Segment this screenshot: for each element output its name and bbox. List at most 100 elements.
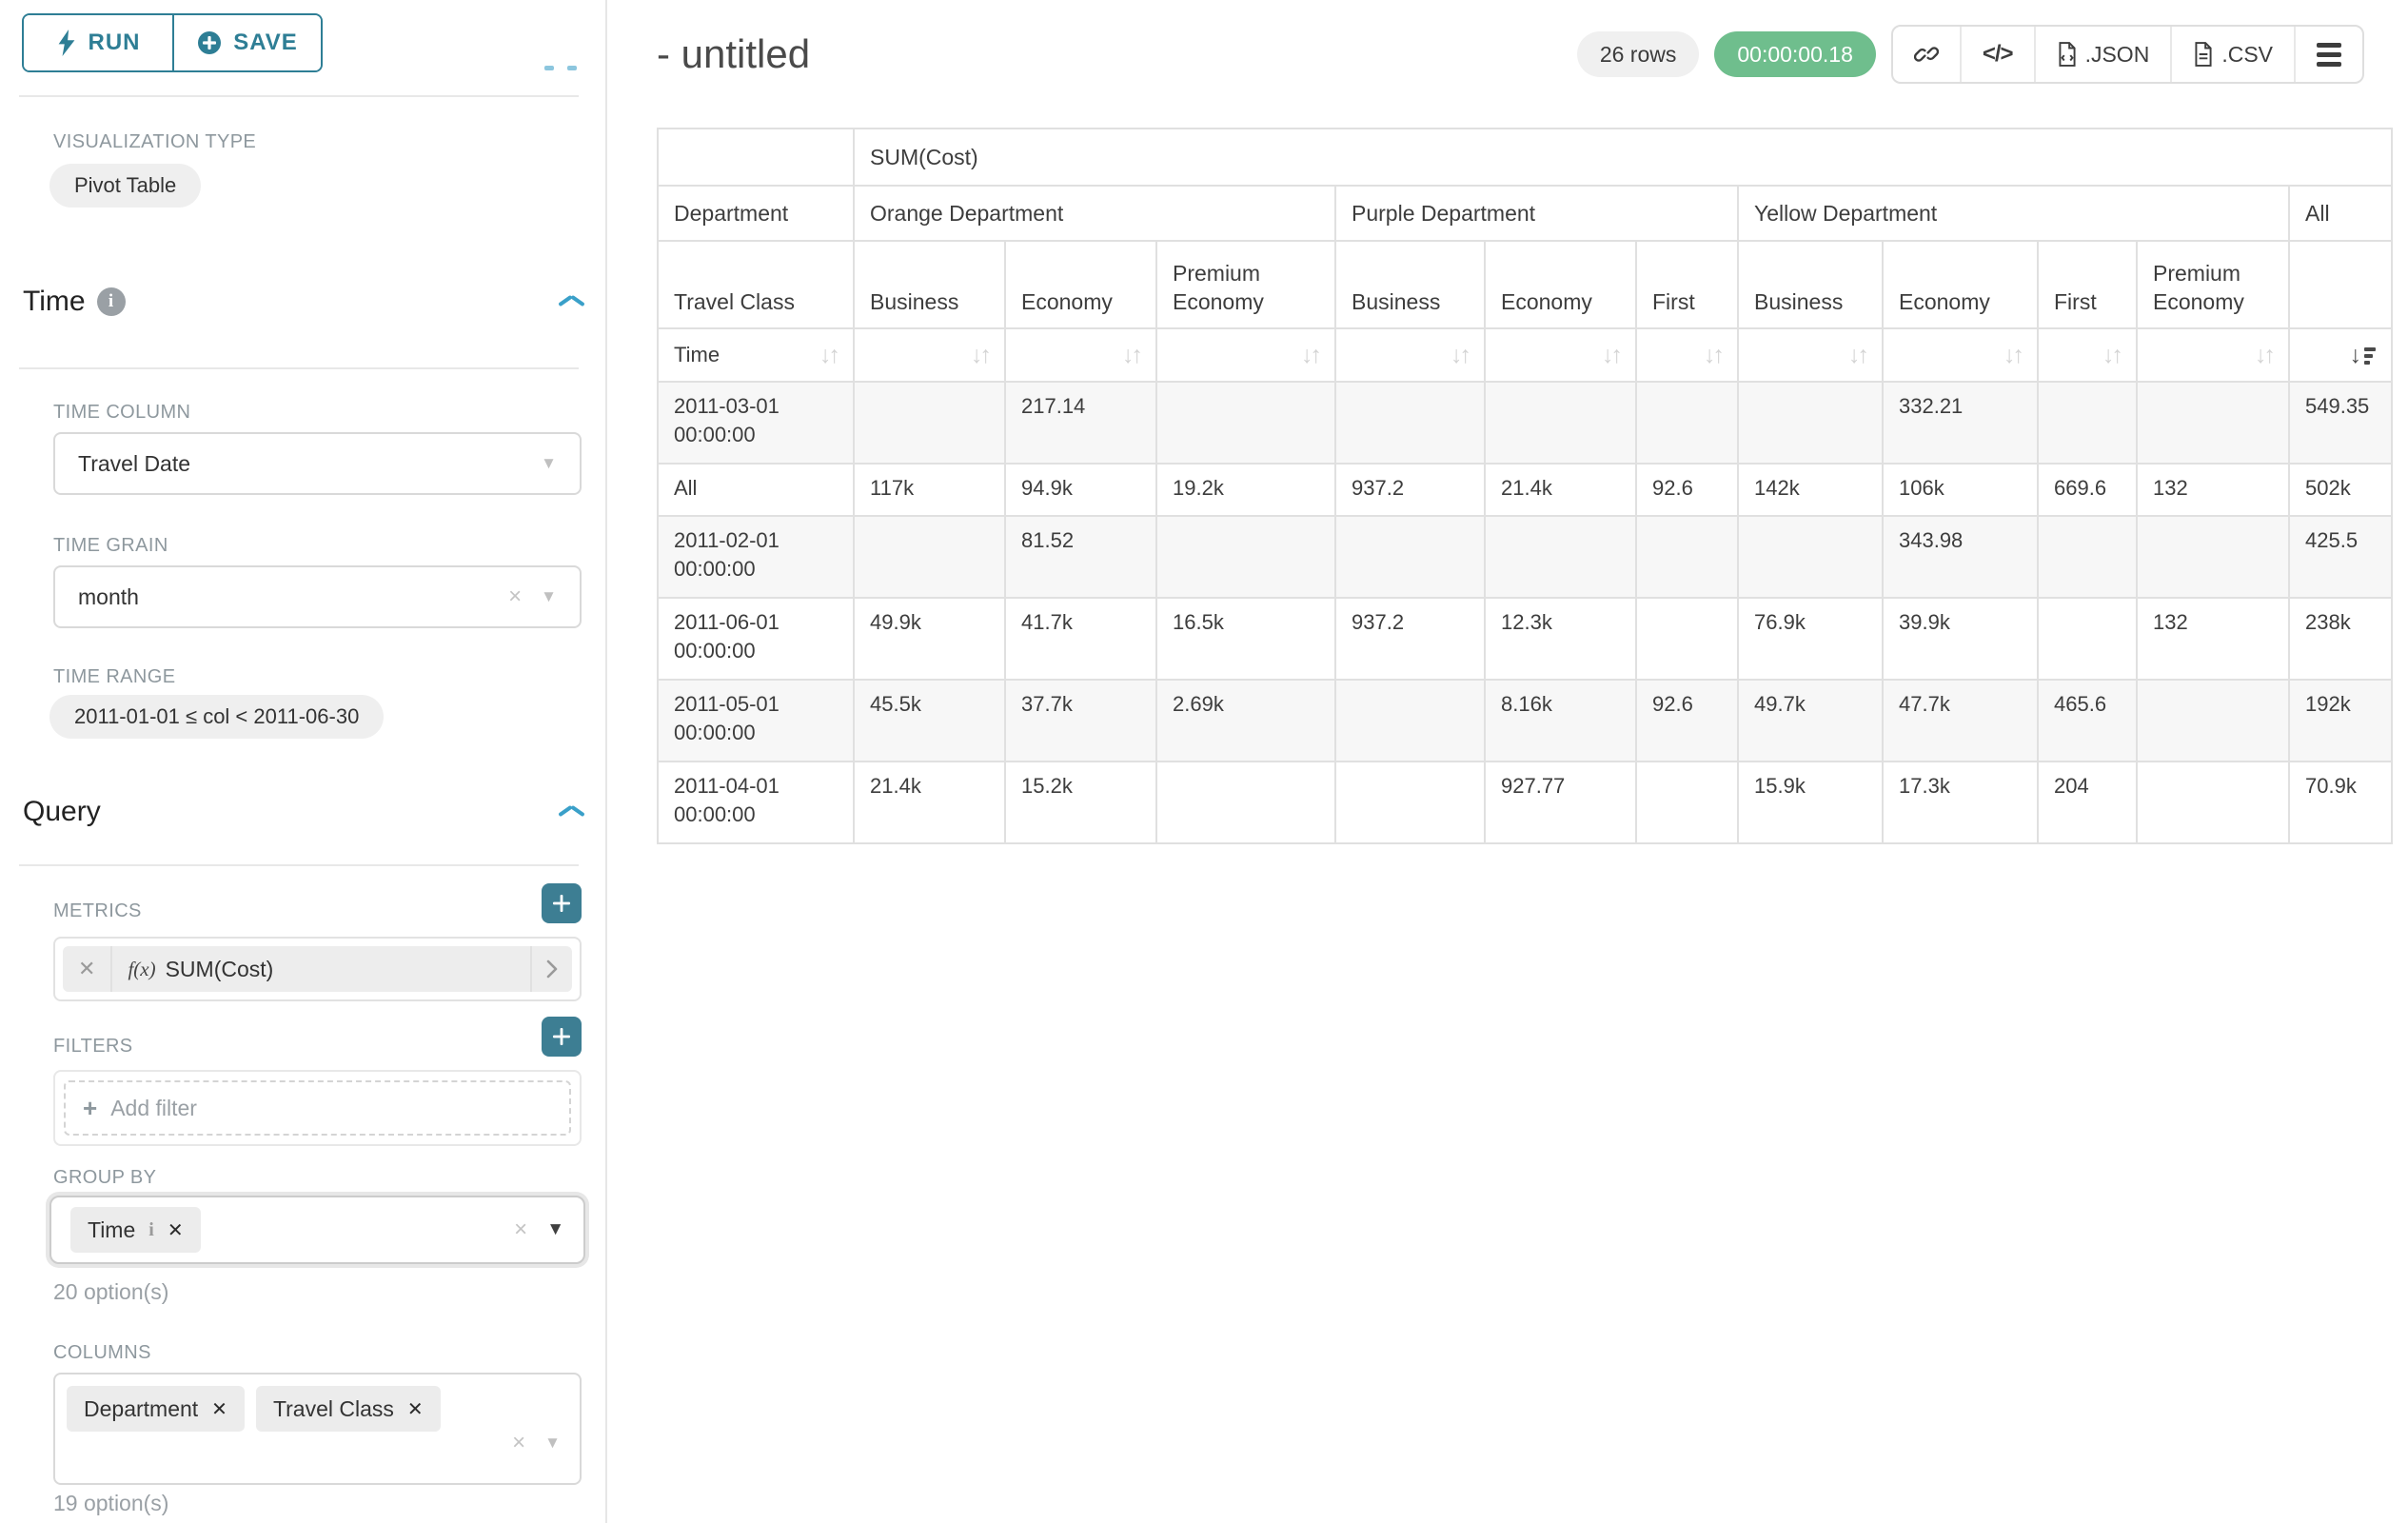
remove-pill-icon[interactable]: ✕ [167, 1219, 184, 1241]
plus-circle-icon [198, 31, 222, 54]
more-menu-button[interactable] [2294, 27, 2362, 82]
sort-header-cell[interactable]: ↓ [2290, 329, 2392, 381]
time-section-header: Time i [23, 286, 582, 318]
add-filter-plus-button[interactable] [542, 1017, 582, 1057]
clear-icon[interactable]: × [514, 1216, 528, 1242]
query-section-header: Query [23, 796, 582, 828]
chevron-up-icon[interactable] [558, 805, 582, 819]
value-cell: 425.5 [2290, 517, 2392, 597]
department-header-row: Department Orange Department Purple Depart… [659, 187, 2392, 240]
value-cell: 70.9k [2290, 762, 2392, 842]
table-row: 2011-05-01 00:00:00 45.5k 37.7k 2.69k 8.16k 9… [659, 681, 2392, 761]
clear-icon[interactable]: × [512, 1430, 526, 1455]
sort-header-cell[interactable]: ↓↑ [2039, 329, 2136, 381]
hamburger-icon [2317, 42, 2341, 67]
sort-icon[interactable]: ↓↑ [1122, 341, 1143, 368]
csv-label: .CSV [2221, 41, 2273, 67]
arrow-down: ↓ [2349, 342, 2362, 368]
page-title: - untitled [657, 31, 811, 76]
run-button-label: RUN [88, 30, 141, 55]
sort-cell-wrap: ↓↑ [1899, 341, 2024, 369]
sort-icon[interactable]: ↓↑ [1602, 341, 1623, 368]
sort-header-cell[interactable]: ↓↑ [1006, 329, 1155, 381]
time-cell: 2011-03-01 00:00:00 [659, 383, 853, 463]
sort-cell-wrap: ↓↑ [1754, 341, 1869, 369]
viz-type-pill[interactable]: Pivot Table [49, 164, 202, 208]
remove-pill-icon[interactable]: ✕ [406, 1398, 424, 1420]
sort-cell-wrap: ↓ [2305, 342, 2377, 368]
sort-icon[interactable]: ↓↑ [2102, 341, 2123, 368]
metrics-container: ✕ f(x) SUM(Cost) [53, 937, 582, 1001]
group-by-select[interactable]: Time i ✕ × ▼ [49, 1196, 585, 1264]
sort-header-cell[interactable]: ↓↑ [1637, 329, 1737, 381]
clear-icon[interactable]: × [508, 583, 523, 609]
time-sort-header-cell[interactable]: Time ↓↑ [659, 329, 853, 381]
main-panel: - untitled 26 rows 00:00:00.18 </> [607, 0, 2408, 1523]
table-row: 2011-02-01 00:00:00 81.52 343.98 425.5 [659, 517, 2392, 597]
sort-header-cell[interactable]: ↓↑ [2138, 329, 2288, 381]
travel-class-cell: Premium Economy [2138, 242, 2288, 327]
value-cell: 92.6 [1637, 465, 1737, 515]
travel-class-cell: Economy [1006, 242, 1155, 327]
sort-icon[interactable]: ↓↑ [2255, 341, 2276, 368]
clipped-collapse-chevron-icon[interactable] [544, 66, 554, 70]
value-cell: 39.9k [1884, 599, 2037, 679]
caret-down-icon: ▼ [546, 1219, 564, 1239]
time-grain-label: TIME GRAIN [53, 535, 168, 556]
travel-class-header-row: Travel Class Business Economy Premium Econo… [659, 242, 2392, 327]
sort-cell-wrap: ↓↑ [2054, 341, 2123, 369]
columns-pill-travel-class[interactable]: Travel Class ✕ [255, 1386, 441, 1432]
time-cell: 2011-06-01 00:00:00 [659, 599, 853, 679]
save-button[interactable]: SAVE [172, 15, 321, 70]
info-icon[interactable]: i [148, 1218, 154, 1240]
run-button[interactable]: RUN [24, 15, 172, 70]
value-cell: 927.77 [1486, 762, 1635, 842]
sort-header-cell[interactable]: ↓↑ [855, 329, 1004, 381]
sort-header-cell[interactable]: ↓↑ [1884, 329, 2037, 381]
sort-icon[interactable]: ↓↑ [2003, 341, 2024, 368]
sort-icon[interactable]: ↓↑ [1451, 341, 1471, 368]
view-query-button[interactable]: </> [1959, 27, 2034, 82]
chevron-up-icon[interactable] [558, 295, 582, 308]
value-cell: 15.2k [1006, 762, 1155, 842]
value-cell [1157, 383, 1334, 463]
sort-header-cell[interactable]: ↓↑ [1157, 329, 1334, 381]
group-by-pill-time[interactable]: Time i ✕ [70, 1207, 201, 1253]
sort-descending-icon[interactable]: ↓ [2349, 342, 2377, 368]
time-column-label: TIME COLUMN [53, 402, 191, 423]
columns-select[interactable]: Department ✕ Travel Class ✕ × ▼ [53, 1373, 582, 1485]
columns-pill-department[interactable]: Department ✕ [67, 1386, 245, 1432]
time-grain-select[interactable]: month × ▼ [53, 565, 582, 628]
save-button-label: SAVE [233, 30, 298, 55]
chevron-right-icon[interactable] [530, 946, 572, 992]
add-filter-label: Add filter [110, 1095, 197, 1120]
value-cell: 332.21 [1884, 383, 2037, 463]
travel-class-cell: First [1637, 242, 1737, 327]
sort-icon[interactable]: ↓↑ [971, 341, 992, 368]
filters-label: FILTERS [53, 1036, 133, 1057]
sort-header-cell[interactable]: ↓↑ [1486, 329, 1635, 381]
info-icon[interactable]: i [96, 287, 126, 316]
value-cell: 132 [2138, 465, 2288, 515]
sort-icon[interactable]: ↓↑ [1848, 341, 1869, 368]
time-range-pill[interactable]: 2011-01-01 ≤ col < 2011-06-30 [49, 695, 385, 739]
sort-icon[interactable]: ↓↑ [819, 341, 840, 368]
value-cell [1486, 517, 1635, 597]
export-csv-button[interactable]: .CSV [2170, 27, 2294, 82]
time-column-select[interactable]: Travel Date ▼ [53, 432, 582, 495]
sort-icon[interactable]: ↓↑ [1704, 341, 1725, 368]
value-cell [2138, 681, 2288, 761]
sort-header-cell[interactable]: ↓↑ [1336, 329, 1484, 381]
caret-down-icon: ▼ [541, 587, 557, 605]
remove-pill-icon[interactable]: ✕ [211, 1398, 227, 1420]
metric-pill[interactable]: ✕ f(x) SUM(Cost) [63, 946, 572, 992]
add-filter-button[interactable]: + Add filter [64, 1080, 571, 1136]
value-cell [2039, 383, 2136, 463]
sort-icon[interactable]: ↓↑ [1301, 341, 1322, 368]
copy-link-button[interactable] [1893, 27, 1960, 82]
export-json-button[interactable]: .JSON [2033, 27, 2171, 82]
add-metric-button[interactable] [542, 883, 582, 923]
pivot-table-wrapper: SUM(Cost) Department Orange Department Purp… [657, 128, 2408, 844]
sort-header-cell[interactable]: ↓↑ [1739, 329, 1882, 381]
remove-metric-icon[interactable]: ✕ [63, 946, 113, 992]
